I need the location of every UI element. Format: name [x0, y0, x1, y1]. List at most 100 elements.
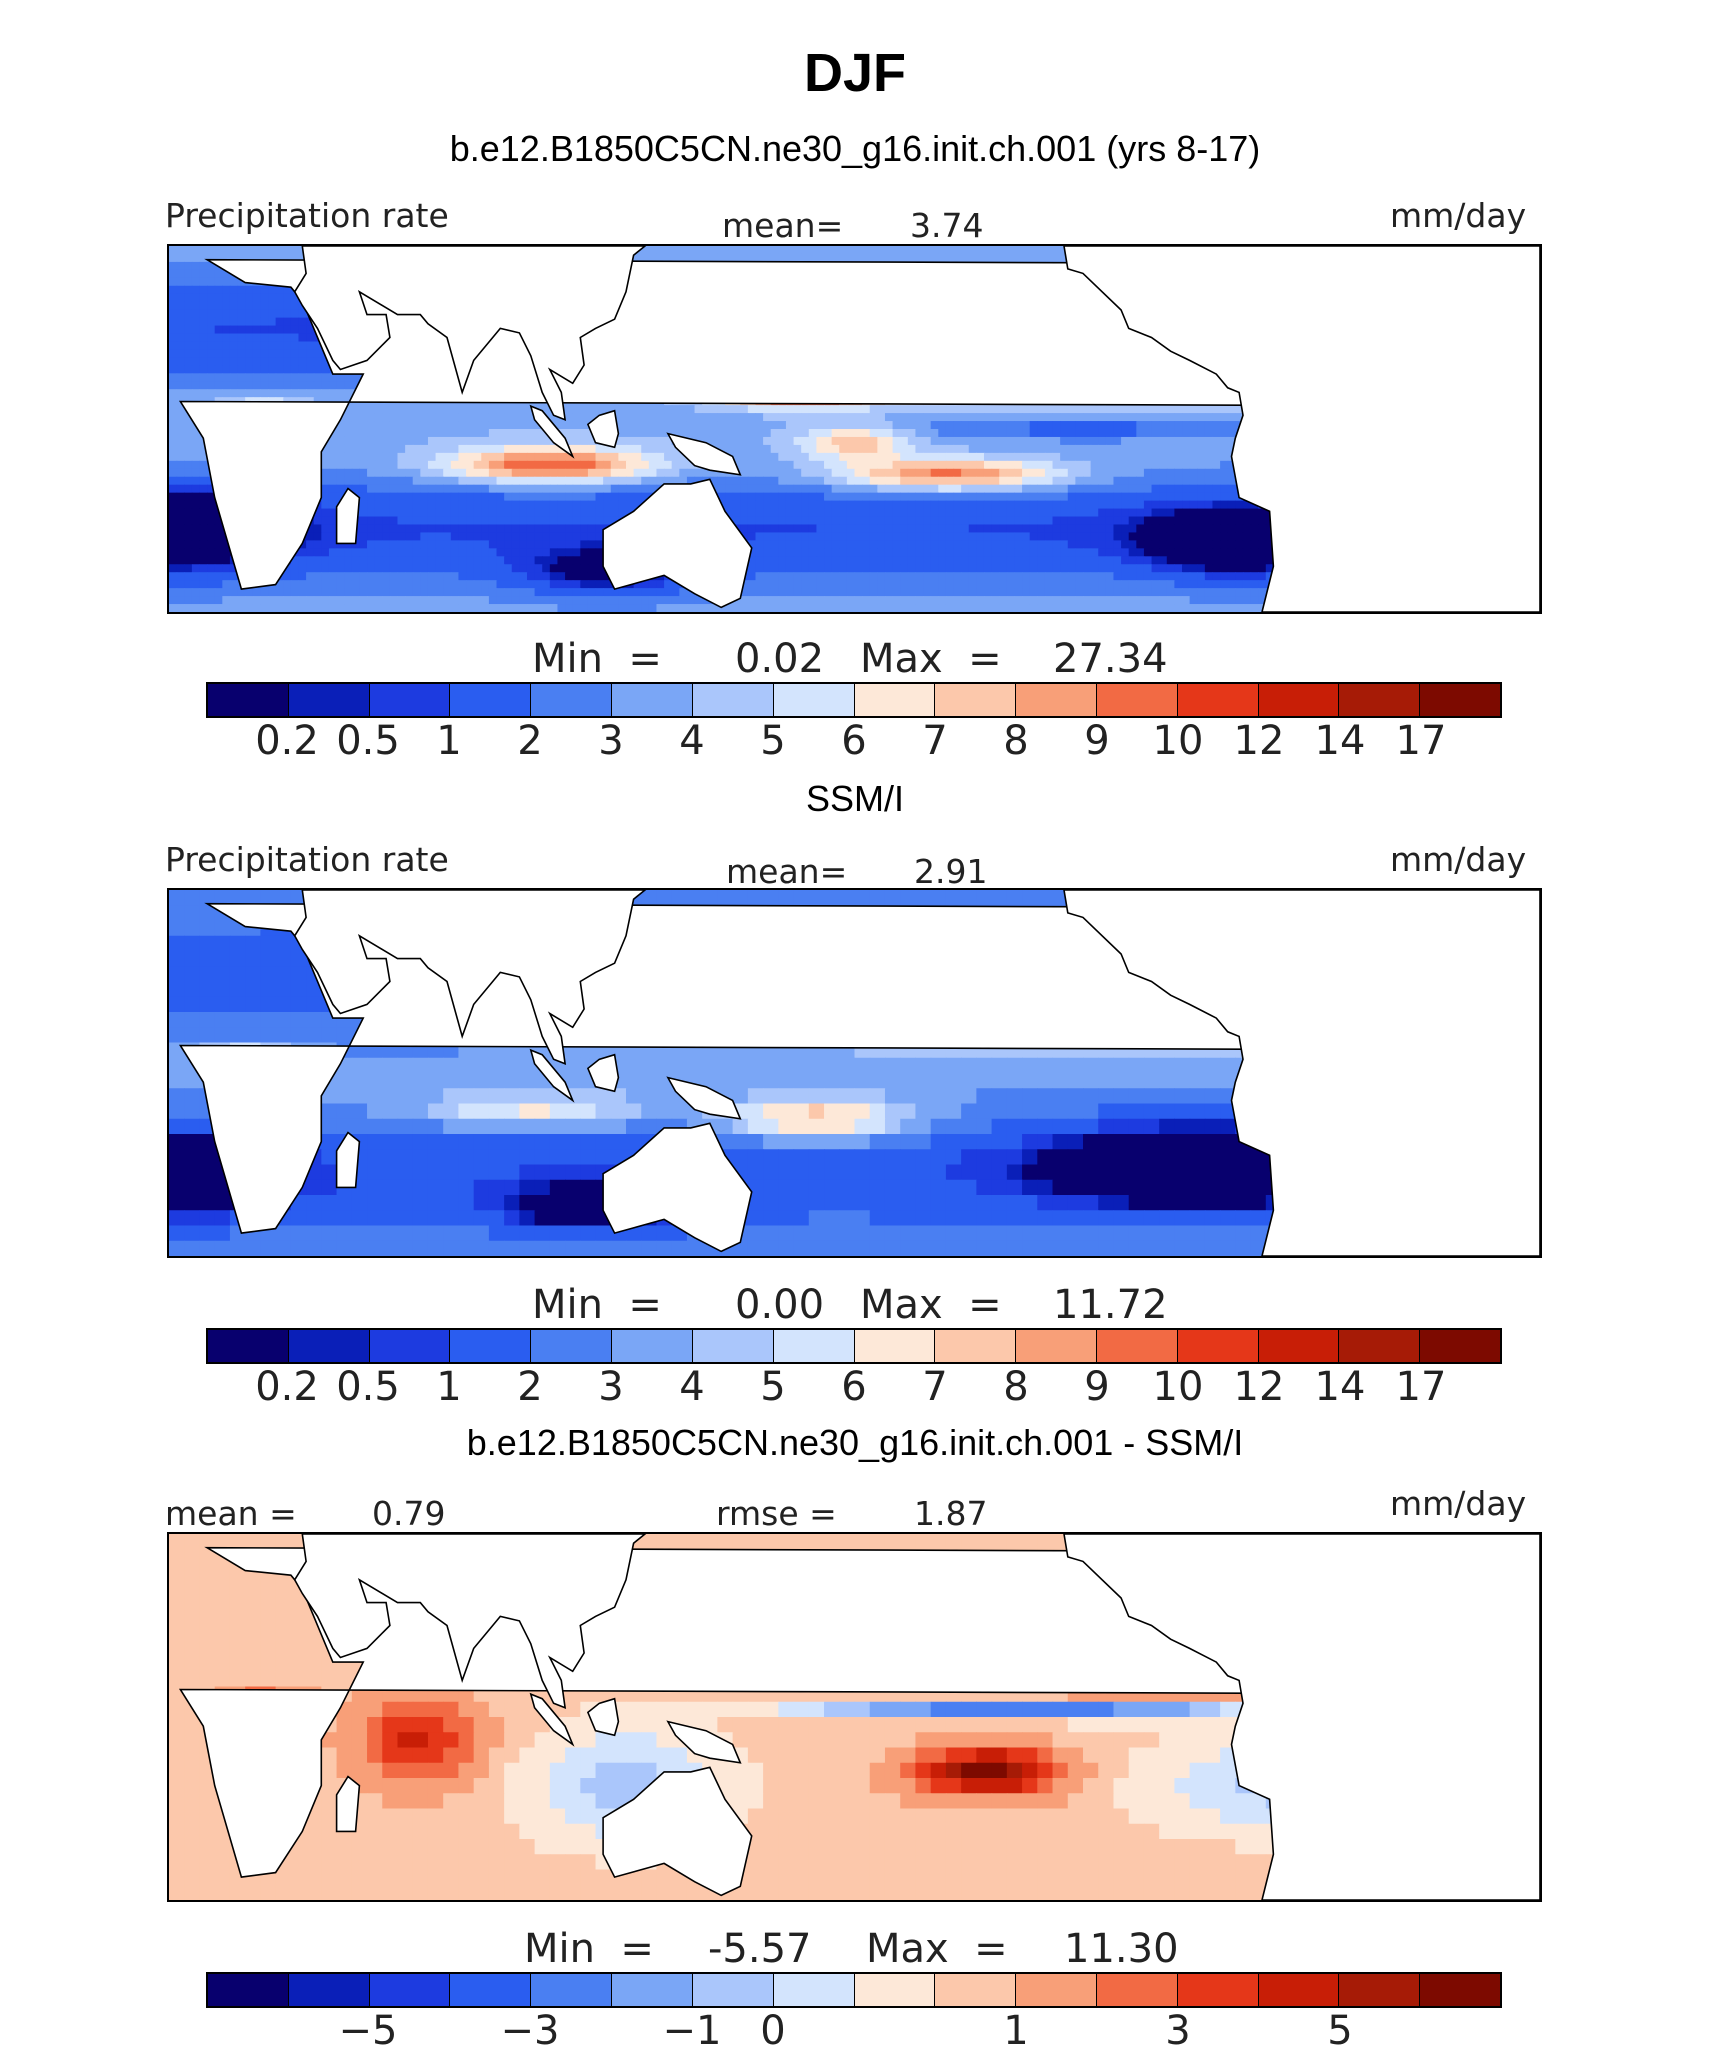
panel-1-units: mm/day	[1390, 196, 1527, 235]
colorbar-tick-label: 12	[1233, 718, 1285, 764]
panel-1-map	[167, 244, 1542, 614]
panel-3-map	[167, 1532, 1542, 1902]
colorbar-tick-label: 0	[760, 2008, 786, 2054]
land-outline	[335, 1131, 361, 1189]
colorbar-swatch	[1339, 1974, 1421, 2006]
colorbar-swatch	[450, 684, 532, 716]
colorbar-tick-label: 8	[1003, 718, 1029, 764]
panel-2-colorbar	[206, 1328, 1502, 1364]
panel-1-max-value: 27.34	[1053, 636, 1168, 682]
land-outline	[586, 409, 620, 449]
colorbar-swatch	[1177, 1974, 1259, 2006]
colorbar-tick-label: 9	[1084, 1364, 1110, 1410]
colorbar-swatch	[531, 1974, 613, 2006]
land-outline	[602, 1766, 753, 1897]
colorbar-tick-label: 17	[1395, 718, 1447, 764]
land-outline	[602, 478, 753, 609]
colorbar-swatch	[1420, 684, 1500, 716]
colorbar-tick-label: 3	[598, 1364, 624, 1410]
land-outline	[1063, 246, 1540, 612]
panel-3-max-value: 11.30	[1064, 1926, 1179, 1972]
panel-3-min-value: -5.57	[708, 1926, 812, 1972]
land-outline	[586, 1053, 620, 1093]
land-outline	[666, 432, 742, 476]
colorbar-swatch	[1096, 1974, 1178, 2006]
colorbar-tick-label: 8	[1003, 1364, 1029, 1410]
land-outline	[586, 1697, 620, 1737]
panel-3-mean-label: mean =	[165, 1494, 297, 1533]
colorbar-tick-label: 14	[1314, 1364, 1366, 1410]
colorbar-swatch	[1177, 684, 1259, 716]
panel-2-max-label: Max =	[860, 1282, 1002, 1328]
land-outline	[666, 1076, 742, 1120]
colorbar-swatch	[288, 684, 370, 716]
colorbar-swatch	[369, 684, 451, 716]
panel-3-mean-value: 0.79	[372, 1494, 446, 1533]
colorbar-swatch	[1177, 1330, 1259, 1362]
panel-1-mean-value: 3.74	[910, 206, 984, 245]
colorbar-tick-label: 0.2	[255, 718, 319, 764]
colorbar-tick-label: 7	[922, 718, 948, 764]
land-outline	[293, 1534, 647, 1710]
colorbar-swatch	[935, 1330, 1017, 1362]
panel-3-colorbar	[206, 1972, 1502, 2008]
colorbar-swatch	[1420, 1330, 1500, 1362]
panel-2-colorbar-ticks: 0.2 0.5 1 2 3 4 5 6 7 8 9 10 12 14 17	[0, 1364, 1710, 1414]
land-outline	[529, 404, 575, 459]
panel-3-rmse-value: 1.87	[914, 1494, 988, 1533]
colorbar-tick-label: 1	[436, 1364, 462, 1410]
panel-3-map-svg	[169, 1534, 1540, 1900]
colorbar-swatch	[773, 1974, 855, 2006]
panel-2-mean-label: mean=	[726, 852, 848, 891]
colorbar-tick-label: 17	[1395, 1364, 1447, 1410]
colorbar-tick-label: 3	[1165, 2008, 1191, 2054]
colorbar-swatch	[1339, 1330, 1421, 1362]
colorbar-swatch	[612, 1330, 693, 1362]
panel-2-title: SSM/I	[805, 778, 904, 819]
colorbar-swatch	[531, 684, 613, 716]
colorbar-tick-label: 0.5	[336, 1364, 400, 1410]
panel-2-map	[167, 888, 1542, 1258]
panel-1-variable-label: Precipitation rate	[165, 196, 449, 235]
panel-1-colorbar	[206, 682, 1502, 718]
colorbar-tick-label: 2	[517, 718, 543, 764]
colorbar-tick-label: 0.5	[336, 718, 400, 764]
colorbar-tick-label: 9	[1084, 718, 1110, 764]
panel-2-min-value: 0.00	[735, 1282, 825, 1328]
panel-3-max-label: Max =	[866, 1926, 1008, 1972]
colorbar-swatch	[692, 1974, 774, 2006]
colorbar-swatch	[854, 1330, 936, 1362]
land-outline	[335, 1775, 361, 1833]
colorbar-tick-label: 6	[841, 718, 867, 764]
colorbar-swatch	[612, 684, 693, 716]
colorbar-tick-label: −3	[500, 2008, 560, 2054]
colorbar-swatch	[1420, 1974, 1500, 2006]
colorbar-swatch	[692, 1330, 774, 1362]
colorbar-tick-label: 12	[1233, 1364, 1285, 1410]
colorbar-swatch	[1258, 684, 1340, 716]
panel-1-max-label: Max =	[860, 636, 1002, 682]
panel-3-units: mm/day	[1390, 1484, 1527, 1523]
colorbar-swatch	[208, 684, 289, 716]
panel-2-units: mm/day	[1390, 840, 1527, 879]
panel-1-title: b.e12.B1850C5CN.ne30_g16.init.ch.001 (yr…	[449, 128, 1261, 169]
colorbar-tick-label: −5	[338, 2008, 398, 2054]
colorbar-tick-label: 4	[679, 718, 705, 764]
panel-1-mean-label: mean=	[722, 206, 844, 245]
panel-2-max-value: 11.72	[1053, 1282, 1168, 1328]
panel-1-colorbar-ticks: 0.2 0.5 1 2 3 4 5 6 7 8 9 10 12 14 17	[0, 718, 1710, 768]
land-outline	[529, 1048, 575, 1103]
colorbar-tick-label: 6	[841, 1364, 867, 1410]
colorbar-tick-label: 14	[1314, 718, 1366, 764]
figure-title: DJF	[803, 43, 906, 103]
panel-1-min-value: 0.02	[735, 636, 825, 682]
colorbar-swatch	[854, 684, 936, 716]
colorbar-swatch	[450, 1330, 532, 1362]
land-outline	[1063, 890, 1540, 1256]
land-outline	[293, 246, 647, 422]
colorbar-swatch	[854, 1974, 936, 2006]
colorbar-tick-label: 1	[436, 718, 462, 764]
colorbar-swatch	[1339, 684, 1421, 716]
colorbar-swatch	[773, 1330, 855, 1362]
panel-1-map-svg	[169, 246, 1540, 612]
